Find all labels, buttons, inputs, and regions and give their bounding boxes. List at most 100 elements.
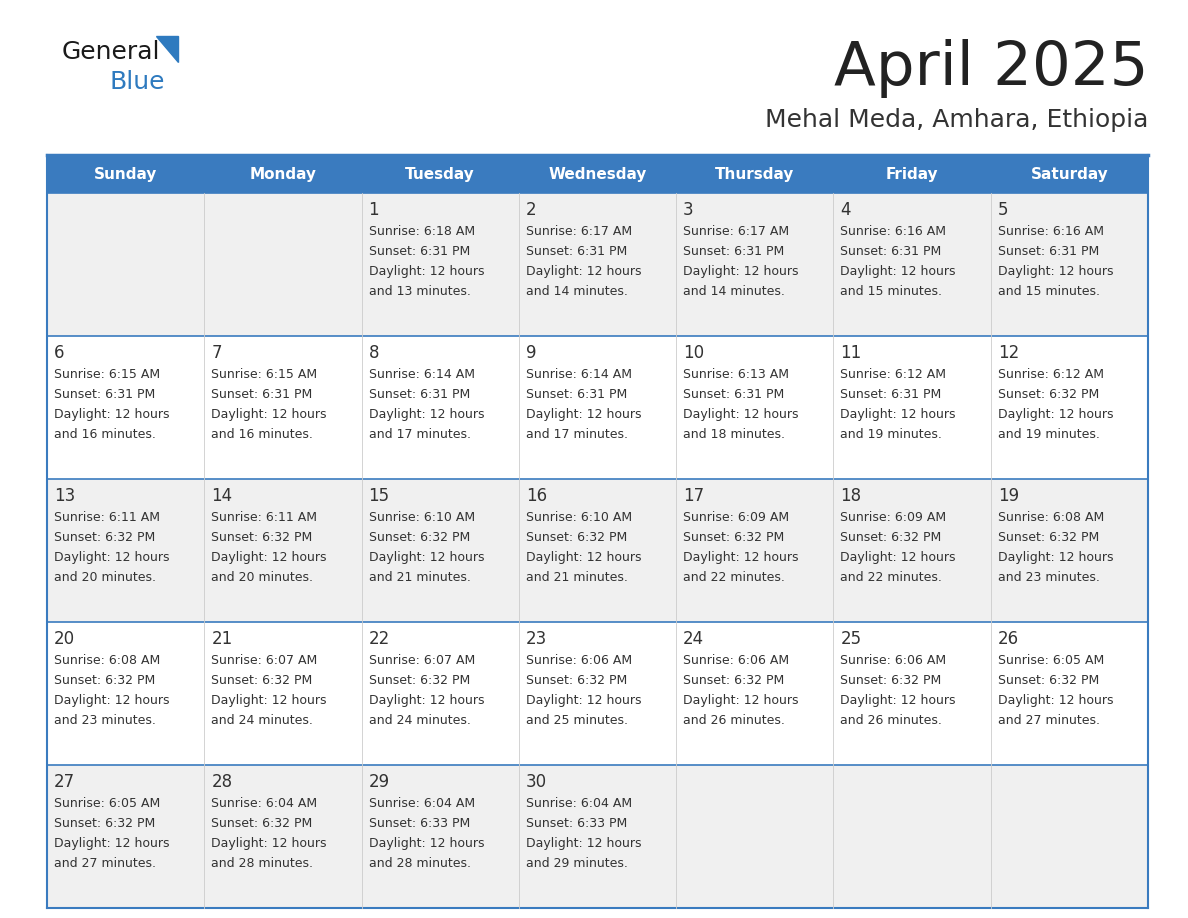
Text: Sunrise: 6:04 AM: Sunrise: 6:04 AM xyxy=(211,797,317,810)
Text: Sunset: 6:32 PM: Sunset: 6:32 PM xyxy=(368,531,469,544)
Text: Sunset: 6:31 PM: Sunset: 6:31 PM xyxy=(683,245,784,258)
Text: 20: 20 xyxy=(53,630,75,648)
Text: and 19 minutes.: and 19 minutes. xyxy=(998,428,1100,441)
Text: Daylight: 12 hours: Daylight: 12 hours xyxy=(526,694,642,707)
Text: Daylight: 12 hours: Daylight: 12 hours xyxy=(998,265,1113,278)
Text: Sunrise: 6:17 AM: Sunrise: 6:17 AM xyxy=(526,225,632,238)
Text: Daylight: 12 hours: Daylight: 12 hours xyxy=(998,408,1113,421)
Text: and 29 minutes.: and 29 minutes. xyxy=(526,857,627,870)
Text: 6: 6 xyxy=(53,344,64,362)
Text: Daylight: 12 hours: Daylight: 12 hours xyxy=(53,694,170,707)
Text: Sunrise: 6:09 AM: Sunrise: 6:09 AM xyxy=(840,511,947,524)
Text: Sunrise: 6:05 AM: Sunrise: 6:05 AM xyxy=(53,797,160,810)
Text: Sunset: 6:32 PM: Sunset: 6:32 PM xyxy=(840,674,942,687)
Text: Daylight: 12 hours: Daylight: 12 hours xyxy=(368,551,484,564)
Text: Sunrise: 6:06 AM: Sunrise: 6:06 AM xyxy=(840,654,947,667)
Text: Sunset: 6:32 PM: Sunset: 6:32 PM xyxy=(998,531,1099,544)
Text: and 14 minutes.: and 14 minutes. xyxy=(526,285,627,298)
Bar xyxy=(48,479,1148,622)
Text: 19: 19 xyxy=(998,487,1019,505)
Text: Sunset: 6:32 PM: Sunset: 6:32 PM xyxy=(840,531,942,544)
Text: and 17 minutes.: and 17 minutes. xyxy=(526,428,627,441)
Text: and 15 minutes.: and 15 minutes. xyxy=(840,285,942,298)
Text: Sunset: 6:33 PM: Sunset: 6:33 PM xyxy=(368,817,469,830)
Text: and 15 minutes.: and 15 minutes. xyxy=(998,285,1100,298)
Text: Sunset: 6:32 PM: Sunset: 6:32 PM xyxy=(683,531,784,544)
Text: Sunset: 6:32 PM: Sunset: 6:32 PM xyxy=(53,531,156,544)
Text: Daylight: 12 hours: Daylight: 12 hours xyxy=(368,265,484,278)
Text: Sunset: 6:32 PM: Sunset: 6:32 PM xyxy=(526,674,627,687)
Text: Sunrise: 6:10 AM: Sunrise: 6:10 AM xyxy=(368,511,475,524)
Text: Daylight: 12 hours: Daylight: 12 hours xyxy=(211,837,327,850)
Text: Sunset: 6:31 PM: Sunset: 6:31 PM xyxy=(526,388,627,401)
Text: 16: 16 xyxy=(526,487,546,505)
Polygon shape xyxy=(156,36,178,62)
Text: and 24 minutes.: and 24 minutes. xyxy=(368,714,470,727)
Text: Daylight: 12 hours: Daylight: 12 hours xyxy=(998,551,1113,564)
Text: 18: 18 xyxy=(840,487,861,505)
Text: and 16 minutes.: and 16 minutes. xyxy=(211,428,314,441)
Text: and 28 minutes.: and 28 minutes. xyxy=(211,857,314,870)
Text: Sunset: 6:31 PM: Sunset: 6:31 PM xyxy=(840,388,942,401)
Text: and 16 minutes.: and 16 minutes. xyxy=(53,428,156,441)
Text: Daylight: 12 hours: Daylight: 12 hours xyxy=(211,408,327,421)
Text: Sunrise: 6:10 AM: Sunrise: 6:10 AM xyxy=(526,511,632,524)
Text: Mehal Meda, Amhara, Ethiopia: Mehal Meda, Amhara, Ethiopia xyxy=(765,108,1148,132)
Bar xyxy=(48,765,1148,908)
Text: 24: 24 xyxy=(683,630,704,648)
Text: Sunset: 6:31 PM: Sunset: 6:31 PM xyxy=(211,388,312,401)
Text: Sunset: 6:32 PM: Sunset: 6:32 PM xyxy=(53,674,156,687)
Text: 27: 27 xyxy=(53,773,75,791)
Bar xyxy=(48,622,1148,765)
Text: Daylight: 12 hours: Daylight: 12 hours xyxy=(683,551,798,564)
Bar xyxy=(48,336,1148,479)
Text: 7: 7 xyxy=(211,344,222,362)
Text: Sunrise: 6:07 AM: Sunrise: 6:07 AM xyxy=(211,654,317,667)
Text: 2: 2 xyxy=(526,201,537,219)
Text: and 21 minutes.: and 21 minutes. xyxy=(368,571,470,584)
Text: and 23 minutes.: and 23 minutes. xyxy=(53,714,156,727)
Text: Sunset: 6:32 PM: Sunset: 6:32 PM xyxy=(211,817,312,830)
Text: and 23 minutes.: and 23 minutes. xyxy=(998,571,1100,584)
Text: Sunrise: 6:14 AM: Sunrise: 6:14 AM xyxy=(368,368,474,381)
Bar xyxy=(676,155,834,193)
Text: 12: 12 xyxy=(998,344,1019,362)
Text: Sunrise: 6:04 AM: Sunrise: 6:04 AM xyxy=(368,797,475,810)
Bar xyxy=(48,193,1148,336)
Text: 30: 30 xyxy=(526,773,546,791)
Text: Sunrise: 6:15 AM: Sunrise: 6:15 AM xyxy=(211,368,317,381)
Bar xyxy=(361,155,519,193)
Text: and 21 minutes.: and 21 minutes. xyxy=(526,571,627,584)
Text: Daylight: 12 hours: Daylight: 12 hours xyxy=(368,694,484,707)
Text: Saturday: Saturday xyxy=(1030,166,1108,182)
Text: Sunrise: 6:16 AM: Sunrise: 6:16 AM xyxy=(840,225,947,238)
Text: and 27 minutes.: and 27 minutes. xyxy=(998,714,1100,727)
Text: Wednesday: Wednesday xyxy=(549,166,646,182)
Text: Sunrise: 6:11 AM: Sunrise: 6:11 AM xyxy=(53,511,160,524)
Text: Sunrise: 6:15 AM: Sunrise: 6:15 AM xyxy=(53,368,160,381)
Text: 10: 10 xyxy=(683,344,704,362)
Text: Daylight: 12 hours: Daylight: 12 hours xyxy=(53,837,170,850)
Text: and 22 minutes.: and 22 minutes. xyxy=(683,571,785,584)
Text: Daylight: 12 hours: Daylight: 12 hours xyxy=(368,408,484,421)
Text: Sunrise: 6:11 AM: Sunrise: 6:11 AM xyxy=(211,511,317,524)
Bar xyxy=(991,155,1148,193)
Text: Sunset: 6:31 PM: Sunset: 6:31 PM xyxy=(683,388,784,401)
Text: 9: 9 xyxy=(526,344,536,362)
Text: 3: 3 xyxy=(683,201,694,219)
Text: 5: 5 xyxy=(998,201,1009,219)
Text: Sunset: 6:31 PM: Sunset: 6:31 PM xyxy=(998,245,1099,258)
Text: Sunrise: 6:12 AM: Sunrise: 6:12 AM xyxy=(998,368,1104,381)
Text: Sunrise: 6:17 AM: Sunrise: 6:17 AM xyxy=(683,225,789,238)
Text: and 28 minutes.: and 28 minutes. xyxy=(368,857,470,870)
Text: Daylight: 12 hours: Daylight: 12 hours xyxy=(53,551,170,564)
Text: Daylight: 12 hours: Daylight: 12 hours xyxy=(368,837,484,850)
Text: Daylight: 12 hours: Daylight: 12 hours xyxy=(53,408,170,421)
Text: Sunset: 6:32 PM: Sunset: 6:32 PM xyxy=(998,674,1099,687)
Text: Sunset: 6:33 PM: Sunset: 6:33 PM xyxy=(526,817,627,830)
Text: Sunrise: 6:06 AM: Sunrise: 6:06 AM xyxy=(683,654,789,667)
Text: Sunset: 6:32 PM: Sunset: 6:32 PM xyxy=(211,674,312,687)
Text: Daylight: 12 hours: Daylight: 12 hours xyxy=(526,551,642,564)
Text: Sunset: 6:32 PM: Sunset: 6:32 PM xyxy=(526,531,627,544)
Text: Sunrise: 6:18 AM: Sunrise: 6:18 AM xyxy=(368,225,475,238)
